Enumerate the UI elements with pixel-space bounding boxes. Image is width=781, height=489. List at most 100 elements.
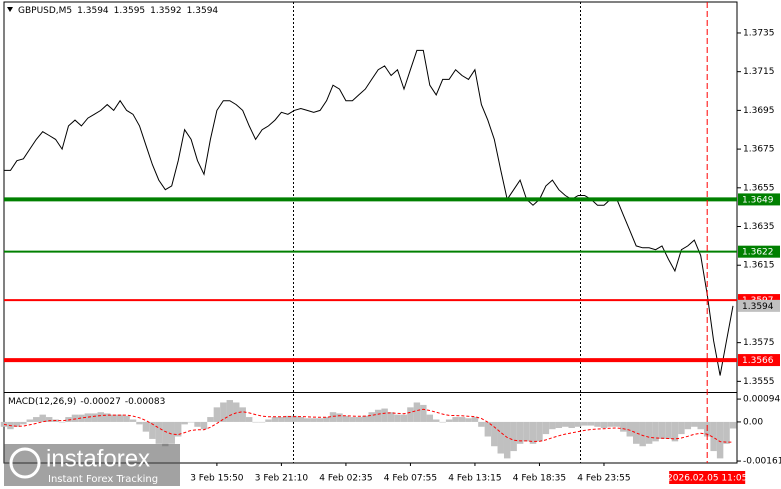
macd-bar <box>245 417 253 422</box>
x-tick-label: 4 Feb 13:15 <box>448 474 501 484</box>
macd-bar <box>581 421 588 426</box>
macd-bar <box>516 421 524 444</box>
macd-bar <box>265 419 272 422</box>
y-tick-label: 1.3695 <box>743 106 775 116</box>
macd-bar <box>529 421 537 444</box>
level-label: 1.3566 <box>742 356 774 366</box>
macd-bar <box>665 421 672 439</box>
macd-bar <box>613 421 621 427</box>
watermark-logo <box>9 447 41 479</box>
macd-bar <box>116 414 124 422</box>
x-tick-label: 4 Feb 23:55 <box>577 474 630 484</box>
macd-title: MACD(12,26,9) <box>8 397 76 407</box>
macd-bar <box>374 409 382 422</box>
macd-bar <box>484 421 492 437</box>
macd-bar <box>316 418 324 422</box>
y-tick-label: 1.3715 <box>743 67 775 77</box>
macd-bar <box>716 421 724 459</box>
watermark-tagline: Instant Forex Tracking <box>48 474 158 485</box>
macd-bar <box>342 415 350 422</box>
cursor-label: 2026.02.05 11:05 <box>667 474 747 484</box>
chart-header: GBPUSD,M5 1.3594 1.3595 1.3592 1.3594 <box>18 6 218 16</box>
macd-bar <box>110 414 117 422</box>
macd-bar <box>445 419 453 422</box>
macd-bar <box>291 415 298 422</box>
macd-bar <box>394 414 401 422</box>
macd-bar <box>252 421 259 423</box>
macd-bar <box>136 421 143 425</box>
macd-bar <box>639 421 646 447</box>
macd-bar <box>691 421 698 427</box>
macd-bar <box>465 418 472 422</box>
macd-bar <box>284 415 292 422</box>
macd-bar <box>200 421 208 430</box>
macd-bar <box>129 419 137 422</box>
macd-bar <box>471 417 479 422</box>
macd-bar <box>633 421 640 444</box>
macd-bar <box>568 421 575 428</box>
x-tick-label: 3 Feb 15:50 <box>190 474 244 484</box>
macd-bar <box>91 413 98 422</box>
macd-bar <box>645 421 653 444</box>
macd-bar <box>426 414 434 422</box>
macd-bar <box>142 421 150 432</box>
level-label-bg <box>738 354 780 367</box>
y-tick-label: 1.3735 <box>743 28 775 38</box>
macd-bar <box>723 421 730 444</box>
macd-bar <box>271 417 279 422</box>
macd-bar <box>168 421 175 444</box>
macd-bar <box>381 408 388 422</box>
macd-bar <box>194 421 201 427</box>
macd-bar <box>220 402 227 422</box>
macd-bar <box>491 421 498 447</box>
macd-bar <box>355 417 363 422</box>
macd-reading: -0.00083 <box>125 397 165 407</box>
macd-bar <box>78 414 85 422</box>
last-price-label: 1.3594 <box>742 302 774 312</box>
macd-bar <box>71 414 79 422</box>
macd-bar <box>58 421 66 423</box>
macd-bar <box>349 417 356 422</box>
x-tick-label: 4 Feb 02:35 <box>319 474 372 484</box>
menu-icon <box>7 7 13 12</box>
macd-bar <box>45 417 53 422</box>
y-tick-label: 1.3635 <box>743 222 775 232</box>
y-tick-label: 1.3575 <box>743 338 775 348</box>
macd-bar <box>620 421 627 432</box>
macd-bar <box>20 421 27 425</box>
macd-bar <box>536 421 543 442</box>
y-tick-label: 1.3655 <box>743 183 775 193</box>
macd-bar <box>33 417 40 422</box>
level-label-bg <box>738 245 780 258</box>
macd-bar <box>278 417 285 422</box>
macd-bar <box>162 421 169 447</box>
y-tick-label: 1.3555 <box>743 377 775 387</box>
y-tick-label: 0.00094 <box>743 395 780 405</box>
macd-bar <box>658 421 666 439</box>
macd-bar <box>594 421 601 427</box>
symbol: GBPUSD,M5 <box>18 6 72 16</box>
macd-bar <box>123 415 130 422</box>
macd-bar <box>587 421 595 426</box>
macd-bar <box>310 418 317 422</box>
watermark-brand: instaforex <box>46 445 150 472</box>
macd-bar <box>562 421 569 427</box>
macd-bar <box>329 412 337 422</box>
macd-bar <box>213 407 221 422</box>
macd-bar <box>697 421 704 430</box>
macd-bar <box>149 421 156 439</box>
macd-bar <box>452 417 459 422</box>
macd-bar <box>420 404 427 422</box>
macd-bar <box>207 417 214 422</box>
y-tick-label: -0.00161 <box>743 457 781 467</box>
macd-bar <box>710 421 717 452</box>
y-tick-label: 0.00 <box>743 417 763 427</box>
macd-bar <box>181 421 188 425</box>
macd-bar <box>226 400 234 422</box>
macd-bar <box>600 421 608 428</box>
macd-bar <box>684 421 692 430</box>
macd-bar <box>336 413 343 422</box>
macd-bar <box>542 421 550 435</box>
